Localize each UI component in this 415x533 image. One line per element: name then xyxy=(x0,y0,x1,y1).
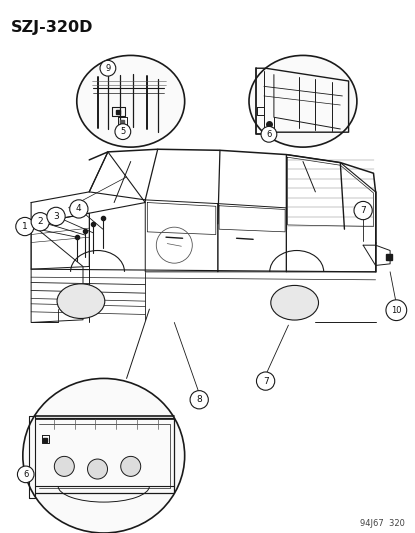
Ellipse shape xyxy=(57,284,105,318)
Text: 1: 1 xyxy=(22,222,28,231)
Circle shape xyxy=(256,372,275,390)
Text: 2: 2 xyxy=(37,217,43,226)
Circle shape xyxy=(261,126,277,142)
Text: 6: 6 xyxy=(266,130,271,139)
Text: 7: 7 xyxy=(263,377,269,385)
Circle shape xyxy=(16,217,34,236)
Circle shape xyxy=(31,213,49,231)
Text: 3: 3 xyxy=(53,212,59,221)
Text: 9: 9 xyxy=(105,64,110,72)
Circle shape xyxy=(88,459,107,479)
Text: 6: 6 xyxy=(23,470,28,479)
Ellipse shape xyxy=(77,55,185,147)
Circle shape xyxy=(386,300,407,320)
Ellipse shape xyxy=(271,286,319,320)
Circle shape xyxy=(54,456,74,477)
Circle shape xyxy=(47,207,65,225)
Circle shape xyxy=(121,456,141,477)
Ellipse shape xyxy=(249,55,357,147)
Circle shape xyxy=(354,201,372,220)
Ellipse shape xyxy=(23,378,185,533)
Text: 94J67  320: 94J67 320 xyxy=(360,519,405,528)
Text: 7: 7 xyxy=(360,206,366,215)
Text: 8: 8 xyxy=(196,395,202,404)
Text: SZJ-320D: SZJ-320D xyxy=(10,20,93,35)
Circle shape xyxy=(17,466,34,483)
Text: 5: 5 xyxy=(120,127,125,136)
Text: 4: 4 xyxy=(76,205,82,213)
Circle shape xyxy=(115,124,131,140)
Text: 10: 10 xyxy=(391,306,402,314)
Circle shape xyxy=(100,60,116,76)
Circle shape xyxy=(190,391,208,409)
Circle shape xyxy=(70,200,88,218)
